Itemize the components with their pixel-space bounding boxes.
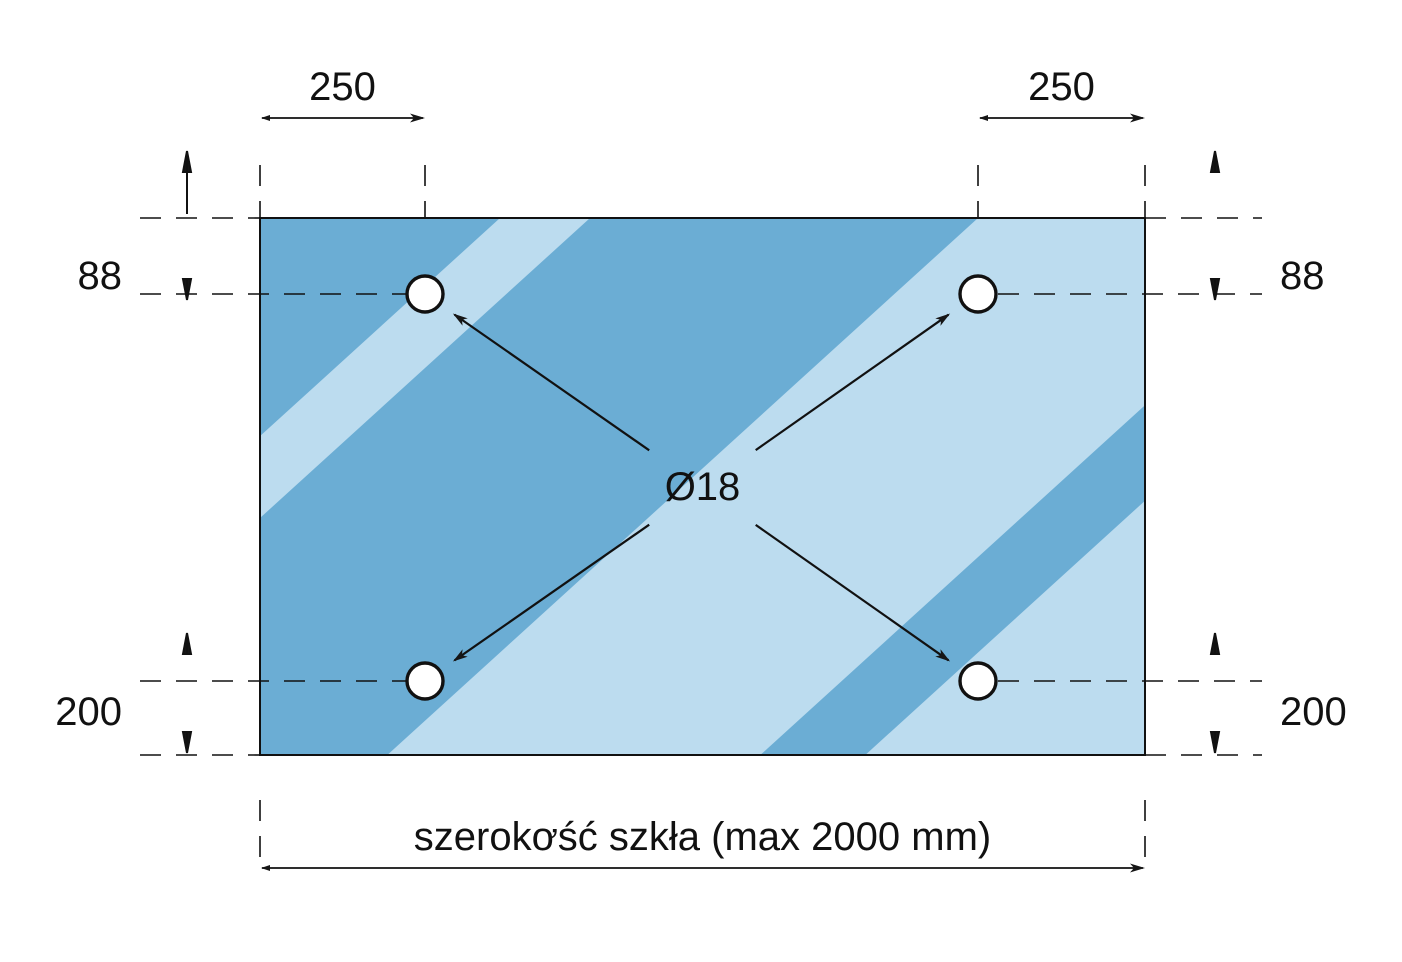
svg-text:88: 88 [78,254,123,298]
svg-text:200: 200 [1280,690,1347,734]
svg-text:88: 88 [1280,254,1325,298]
svg-text:Ø18: Ø18 [665,465,741,509]
svg-text:szerokơść szkła (max 2000 mm): szerokơść szkła (max 2000 mm) [414,815,991,859]
svg-text:250: 250 [1028,65,1095,109]
svg-text:200: 200 [55,690,122,734]
svg-text:250: 250 [309,65,376,109]
